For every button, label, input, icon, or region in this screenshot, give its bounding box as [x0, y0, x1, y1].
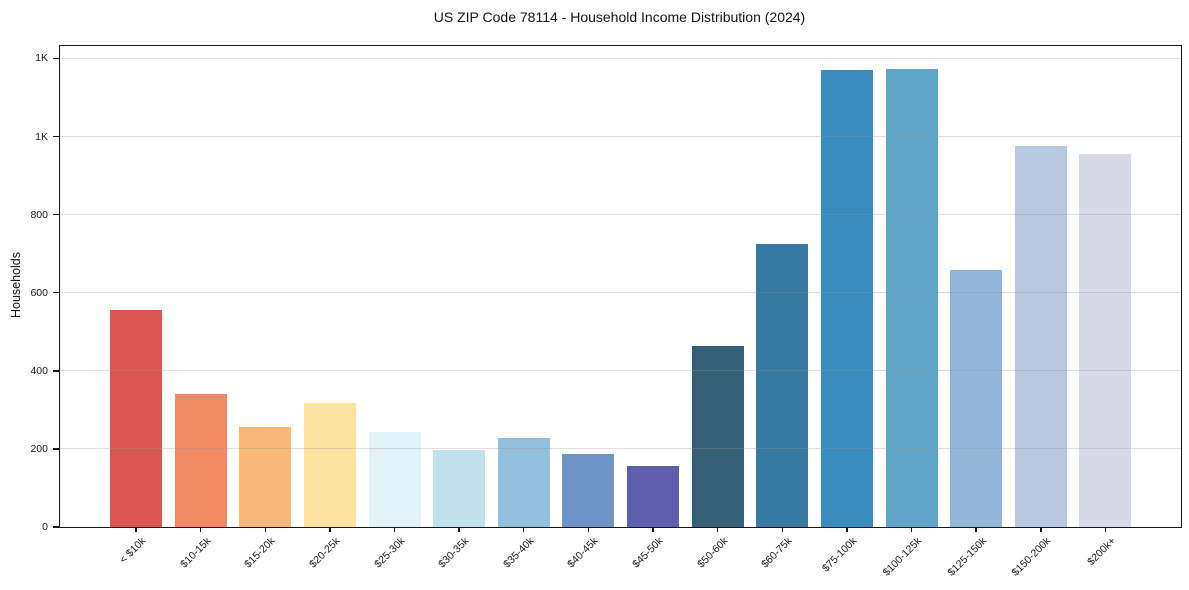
y-tick-mark: [53, 448, 59, 450]
y-tick-label: 400: [30, 364, 48, 377]
x-tick-label: $30-35k: [436, 535, 472, 571]
x-tick-mark: [199, 527, 202, 532]
y-tick-mark: [53, 57, 59, 60]
x-tick-label: $35-40k: [500, 535, 537, 571]
x-tick-mark: [910, 527, 913, 532]
bar-$60-75k: [756, 243, 809, 527]
bar-$30-35k: [433, 450, 486, 527]
x-tick-label: $125-150k: [945, 535, 989, 579]
x-tick-label: $40-45k: [565, 535, 601, 571]
x-tick-mark: [135, 527, 137, 532]
bar-$150-200k: [1014, 146, 1067, 527]
x-tick-mark: [264, 527, 266, 532]
x-tick-label: $150-200k: [1009, 535, 1054, 579]
x-tick-label: $60-75k: [759, 535, 795, 571]
gridline-1K: [60, 57, 1181, 59]
x-tick-mark: [1040, 527, 1042, 532]
y-tick-mark: [53, 213, 59, 216]
x-tick-mark: [975, 527, 977, 532]
x-tick-label: $25-30k: [371, 535, 408, 571]
bar-$45-50k: [627, 466, 680, 527]
y-tick-mark: [53, 292, 59, 294]
y-tick-label: 1K: [35, 130, 48, 143]
x-tick-mark: [716, 527, 719, 532]
bar-< $10k: [110, 309, 162, 527]
bar-$200k+: [1079, 154, 1132, 527]
bar-$125-150k: [950, 270, 1003, 527]
bar-$35-40k: [497, 438, 550, 527]
bar-$75-100k: [820, 70, 873, 527]
x-tick-mark: [587, 527, 590, 532]
plot-area: 0 200 400 600 800 1K 1K < $10k $10-15k $15-20k $20…: [30, 45, 1182, 579]
x-tick-mark: [1104, 527, 1107, 532]
y-tick-label: 200: [30, 442, 48, 455]
gridline-200: [60, 448, 1181, 450]
bar-$25-30k: [368, 432, 421, 527]
x-tick-label: $75-100k: [819, 535, 860, 575]
gridline-800: [60, 214, 1181, 216]
bar-$40-45k: [562, 454, 615, 527]
chart-title: US ZIP Code 78114 - Household Income Dis…: [433, 9, 806, 25]
y-tick-label: 0: [42, 521, 48, 533]
x-tick-label: $20-25k: [307, 535, 343, 571]
bar-$15-20k: [239, 426, 292, 527]
y-tick-label: 1K: [35, 52, 48, 65]
bar-$10-15k: [174, 394, 227, 527]
x-tick-mark: [523, 527, 525, 532]
gridline-600: [60, 292, 1181, 294]
bar-$20-25k: [303, 403, 356, 527]
bar-$100-125k: [885, 68, 938, 527]
x-tick-label: $200k+: [1084, 535, 1118, 569]
x-tick-label: $100-125k: [880, 535, 925, 579]
x-tick-label: < $10k: [117, 535, 149, 566]
x-tick-mark: [329, 527, 331, 532]
x-tick-mark: [846, 527, 848, 532]
bar-$50-60k: [691, 346, 744, 527]
y-tick-label: 800: [30, 208, 48, 221]
x-tick-label: $50-60k: [694, 535, 731, 571]
y-tick-mark: [53, 526, 59, 528]
x-tick-mark: [458, 527, 460, 532]
x-tick-mark: [393, 527, 396, 532]
x-tick-label: $15-20k: [242, 535, 278, 571]
gridline-1K: [60, 136, 1181, 138]
y-tick-mark: [53, 135, 59, 138]
x-tick-mark: [781, 527, 783, 532]
x-tick-mark: [652, 527, 654, 532]
x-tick-label: $45-50k: [630, 535, 666, 571]
gridline-400: [60, 370, 1181, 372]
y-tick-label: 600: [30, 286, 48, 299]
y-tick-mark: [53, 370, 59, 372]
x-tick-label: $10-15k: [177, 535, 214, 571]
